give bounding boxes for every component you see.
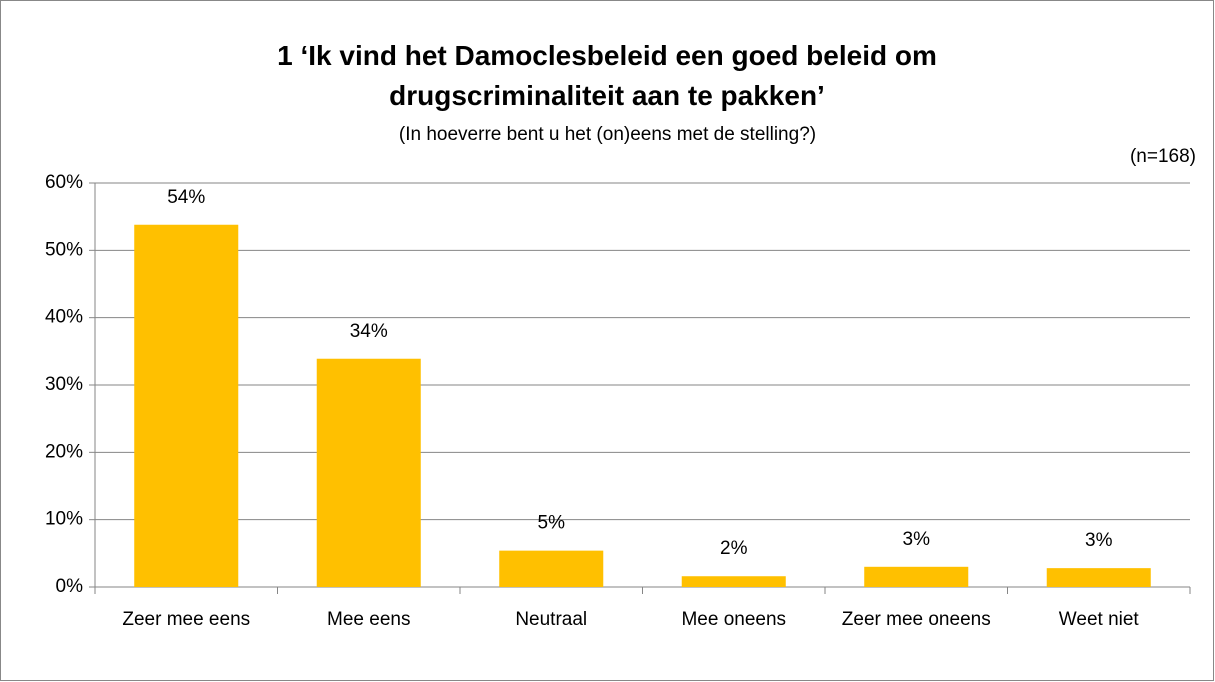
chart-subtitle: (In hoeverre bent u het (on)eens met de …	[398, 124, 817, 145]
data-label: 5%	[538, 513, 566, 534]
data-label: 3%	[1085, 530, 1113, 551]
x-tick-label: Mee oneens	[681, 609, 786, 630]
y-tick-label: 40%	[45, 307, 83, 328]
bar	[681, 576, 786, 587]
x-tick-label: Weet niet	[1059, 609, 1140, 630]
x-tick-label: Neutraal	[515, 609, 587, 630]
bar	[134, 224, 239, 587]
sample-size: (n=168)	[1130, 146, 1196, 167]
data-label: 3%	[903, 529, 931, 550]
data-label: 2%	[720, 538, 748, 559]
x-tick-label: Zeer mee eens	[122, 609, 250, 630]
bar	[499, 550, 604, 587]
y-tick-label: 60%	[45, 172, 83, 193]
y-tick-label: 0%	[56, 576, 84, 597]
x-tick-label: Zeer mee oneens	[842, 609, 991, 630]
y-tick-label: 30%	[45, 374, 83, 395]
data-label: 34%	[350, 321, 388, 342]
data-label: 54%	[167, 187, 205, 208]
bar	[864, 566, 969, 587]
y-tick-label: 10%	[45, 509, 83, 530]
chart-title: 1 ‘Ik vind het Damoclesbeleid een goed b…	[277, 40, 937, 111]
y-tick-label: 50%	[45, 239, 83, 260]
x-tick-label: Mee eens	[327, 609, 410, 630]
y-tick-label: 20%	[45, 441, 83, 462]
bar	[1046, 568, 1151, 587]
bar	[316, 358, 421, 587]
